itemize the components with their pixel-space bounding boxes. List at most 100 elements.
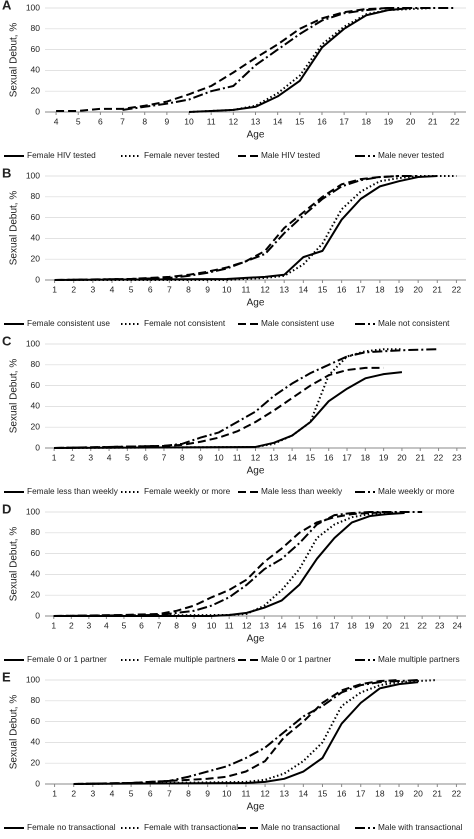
x-tick-label: 2 [70, 452, 75, 462]
x-tick-label: 17 [356, 788, 366, 798]
y-tick-label: 20 [31, 589, 41, 599]
x-tick-label: 7 [162, 452, 167, 462]
series-line [54, 175, 419, 281]
legend-label: Male not consistent [378, 318, 450, 328]
series-line [73, 681, 419, 785]
series-line [54, 371, 403, 449]
y-tick-label: 0 [35, 274, 40, 284]
panel-label: E [2, 669, 11, 684]
y-tick-label: 80 [31, 359, 41, 369]
x-tick-label: 9 [192, 620, 197, 630]
x-axis-label: Age [247, 802, 265, 813]
series-line [188, 7, 433, 113]
x-tick-label: 9 [198, 452, 203, 462]
y-tick-label: 0 [35, 106, 40, 116]
y-tick-label: 40 [31, 233, 41, 243]
legend-label: Female HIV tested [27, 150, 96, 160]
x-tick-label: 16 [324, 452, 334, 462]
x-tick-label: 12 [242, 620, 252, 630]
x-tick-label: 1 [52, 788, 57, 798]
x-tick-label: 8 [174, 620, 179, 630]
x-tick-label: 16 [337, 284, 347, 294]
x-tick-label: 20 [413, 788, 423, 798]
x-tick-label: 18 [362, 116, 372, 126]
series-line [53, 511, 388, 617]
x-tick-label: 17 [330, 620, 340, 630]
x-tick-label: 3 [88, 452, 93, 462]
x-tick-label: 19 [394, 788, 404, 798]
x-tick-label: 8 [186, 284, 191, 294]
x-tick-label: 19 [394, 284, 404, 294]
x-tick-label: 18 [347, 620, 357, 630]
y-tick-label: 60 [31, 380, 41, 390]
y-tick-label: 20 [31, 253, 41, 263]
y-tick-label: 60 [31, 212, 41, 222]
y-tick-label: 0 [35, 778, 40, 788]
series-line [73, 679, 419, 785]
x-tick-label: 21 [400, 620, 410, 630]
legend-label: Male consistent use [261, 318, 335, 328]
series-line [53, 511, 405, 617]
x-tick-label: 15 [306, 452, 316, 462]
legend-label: Male less than weekly [261, 486, 343, 496]
y-tick-label: 80 [31, 23, 41, 33]
x-tick-label: 12 [229, 116, 239, 126]
legend-label: Male no transactional [261, 822, 340, 832]
y-tick-label: 80 [31, 191, 41, 201]
panel-label: B [2, 165, 11, 180]
series-line [54, 348, 439, 449]
x-tick-label: 13 [260, 620, 270, 630]
x-tick-label: 14 [273, 116, 283, 126]
x-tick-label: 19 [379, 452, 389, 462]
x-tick-label: 4 [104, 620, 109, 630]
x-tick-label: 21 [433, 788, 443, 798]
y-axis-label: Sexual Debut, % [9, 527, 20, 602]
x-tick-label: 14 [277, 620, 287, 630]
x-tick-label: 2 [69, 620, 74, 630]
panel-label: D [2, 501, 11, 516]
x-tick-label: 14 [299, 284, 309, 294]
y-tick-label: 100 [26, 2, 40, 12]
x-tick-label: 10 [184, 116, 194, 126]
legend-label: Female no transactional [27, 822, 116, 832]
x-tick-label: 1 [52, 452, 57, 462]
y-tick-label: 80 [31, 695, 41, 705]
x-tick-label: 15 [318, 788, 328, 798]
x-tick-label: 2 [71, 284, 76, 294]
y-tick-label: 20 [31, 421, 41, 431]
x-tick-label: 15 [318, 284, 328, 294]
series-line [54, 175, 438, 281]
legend-label: Male weekly or more [378, 486, 455, 496]
y-tick-label: 0 [35, 610, 40, 620]
y-tick-label: 20 [31, 757, 41, 767]
y-tick-label: 100 [26, 674, 40, 684]
y-tick-label: 40 [31, 737, 41, 747]
x-tick-label: 20 [397, 452, 407, 462]
y-tick-label: 60 [31, 548, 41, 558]
legend-label: Male never tested [378, 150, 444, 160]
y-tick-label: 60 [31, 716, 41, 726]
x-tick-label: 11 [225, 620, 234, 630]
legend-label: Male HIV tested [261, 150, 320, 160]
x-tick-label: 18 [375, 284, 385, 294]
x-tick-label: 4 [54, 116, 59, 126]
x-tick-label: 20 [413, 284, 423, 294]
x-tick-label: 13 [279, 788, 289, 798]
legend-label: Male 0 or 1 partner [261, 654, 331, 664]
y-tick-label: 80 [31, 527, 41, 537]
x-tick-label: 16 [312, 620, 322, 630]
x-tick-label: 6 [139, 620, 144, 630]
x-tick-label: 15 [295, 116, 305, 126]
series-line [53, 511, 423, 617]
y-tick-label: 40 [31, 401, 41, 411]
x-tick-label: 4 [110, 284, 115, 294]
y-tick-label: 60 [31, 44, 41, 54]
x-tick-label: 13 [251, 116, 261, 126]
x-axis-label: Age [247, 130, 265, 141]
x-tick-label: 19 [384, 116, 394, 126]
x-tick-label: 20 [382, 620, 392, 630]
x-tick-label: 8 [186, 788, 191, 798]
x-tick-label: 1 [52, 284, 57, 294]
x-tick-label: 9 [205, 284, 210, 294]
